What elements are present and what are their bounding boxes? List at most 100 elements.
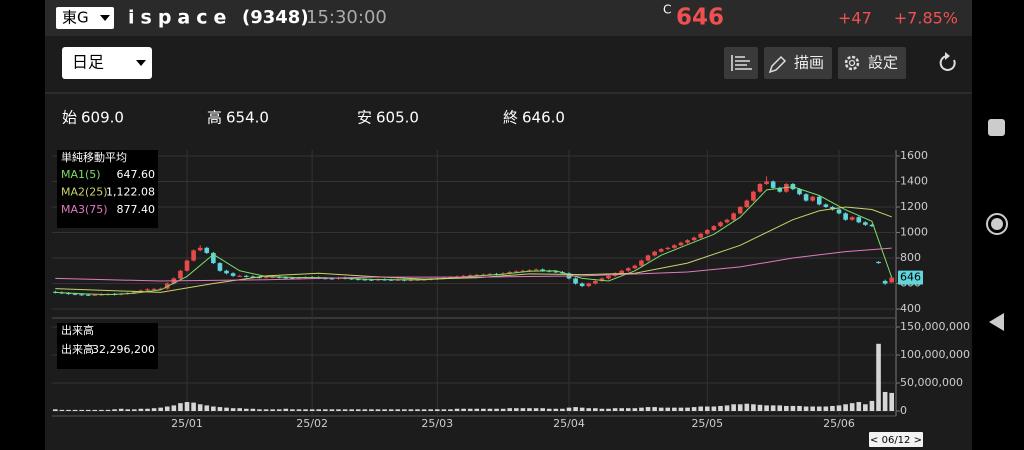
volume-bar <box>408 409 414 411</box>
volume-legend-title: 出来高 <box>61 323 94 337</box>
volume-tick-label: 50,000,000 <box>900 376 963 389</box>
nav-recent[interactable] <box>988 119 1005 136</box>
volume-bar <box>145 408 150 411</box>
candle-body <box>816 196 822 205</box>
summary-label: 高 <box>207 109 222 127</box>
volume-bar <box>691 407 697 411</box>
volume-bar <box>296 409 302 411</box>
volume-bar <box>257 409 262 411</box>
candle-body <box>230 273 236 276</box>
volume-bar <box>52 409 58 411</box>
volume-bar <box>639 407 644 411</box>
nav-back[interactable] <box>989 313 1004 331</box>
dropdown-box <box>56 7 114 29</box>
candle-body <box>283 277 289 279</box>
candle-body <box>823 204 829 207</box>
candle-body <box>132 291 137 294</box>
volume-bar <box>276 409 282 411</box>
candle-body <box>467 275 473 277</box>
refresh-button[interactable] <box>939 52 956 71</box>
candle-body <box>599 278 605 281</box>
volume-bar <box>454 408 460 411</box>
volume-bar <box>132 409 137 411</box>
volume-bar <box>461 408 466 411</box>
volume-bar <box>270 409 275 411</box>
candle-body <box>191 250 196 261</box>
volume-bar <box>876 343 881 411</box>
candle-body <box>237 275 243 277</box>
candle-body <box>211 252 216 264</box>
volume-bar <box>784 405 789 411</box>
volume-bar <box>731 404 736 411</box>
ohlc-summary: 始 609.0 高 654.0 安 605.0 終 646.0 <box>62 109 565 127</box>
volume-bar <box>66 409 71 411</box>
volume-bar <box>685 407 690 411</box>
settings-label: 設定 <box>868 54 898 72</box>
candle-body <box>85 294 91 296</box>
volume-bar <box>151 408 157 411</box>
volume-bar <box>138 408 144 411</box>
period-dropdown[interactable]: 日足 <box>62 47 152 79</box>
volume-bar <box>355 409 361 411</box>
market: 東G <box>62 9 89 27</box>
volume-bar <box>487 408 493 411</box>
legend-title: 単純移動平均 <box>61 150 127 164</box>
candle-body <box>408 279 414 281</box>
candle-body <box>711 226 717 230</box>
volume-bar <box>395 409 401 411</box>
button-bg <box>764 47 832 79</box>
volume-bar <box>803 406 809 411</box>
candle-body <box>92 294 98 296</box>
volume-bar <box>593 408 598 411</box>
volume-bar <box>889 392 895 411</box>
y-tick-label: 1200 <box>900 200 928 213</box>
candle-body <box>217 263 223 271</box>
candle-body <box>777 187 783 192</box>
pencil-icon <box>768 55 787 74</box>
cursor-date: < 06/12 > <box>870 435 922 446</box>
volume-bar <box>619 408 624 411</box>
list-button[interactable] <box>724 47 758 79</box>
volume-bar <box>382 409 387 411</box>
volume-bar <box>882 391 888 411</box>
candle-body <box>487 273 493 275</box>
candle-body <box>296 277 302 279</box>
volume-bar <box>99 409 104 411</box>
candle-body <box>856 217 862 223</box>
candle-body <box>355 279 361 281</box>
candle-body <box>843 213 848 220</box>
list-icon <box>731 55 752 71</box>
volume-bar <box>816 406 822 411</box>
candle-body <box>448 277 453 279</box>
volume-bar <box>540 408 545 411</box>
candle-body <box>718 222 723 227</box>
market-dropdown[interactable]: 東G <box>56 7 114 29</box>
draw-button[interactable]: 描画 <box>764 47 832 79</box>
candle-body <box>889 277 895 283</box>
settings-button[interactable]: 設定 <box>838 47 906 79</box>
volume-bar <box>415 409 420 411</box>
volume-bar <box>744 403 750 411</box>
volume-bar <box>777 405 783 411</box>
change: +47 <box>838 9 872 28</box>
volume-bar <box>606 408 611 411</box>
volume-bar <box>118 408 124 411</box>
volume-bar <box>698 406 704 411</box>
candle-body <box>665 247 671 250</box>
candle-body <box>863 222 868 225</box>
candle-body <box>737 206 743 214</box>
y-tick-label: 800 <box>900 251 921 264</box>
nav-bar <box>986 119 1008 331</box>
candle-body <box>830 206 835 210</box>
candle-body <box>369 279 374 281</box>
volume-legend-name: 出来高 <box>61 342 94 356</box>
volume-tick-label: 0 <box>900 404 907 417</box>
volume-bar <box>658 407 664 411</box>
nav-home[interactable] <box>986 213 1008 235</box>
volume-bar <box>263 409 269 411</box>
candle-body <box>573 278 578 284</box>
candle-body <box>691 237 697 241</box>
candle-body <box>876 261 881 264</box>
legend-value: 647.60 <box>117 168 156 181</box>
volume-bar <box>211 406 216 411</box>
